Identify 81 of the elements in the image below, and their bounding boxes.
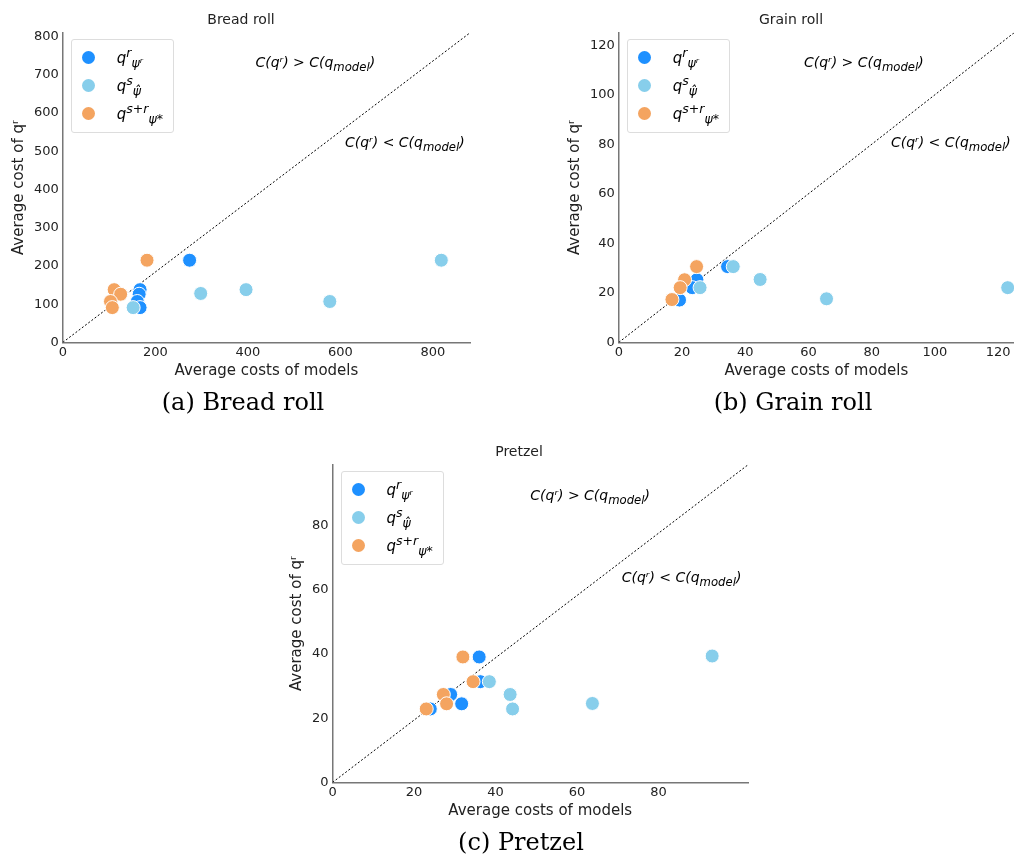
point bbox=[471, 649, 487, 665]
annotation: C(qʳ) < C(q$_{model}$) bbox=[621, 569, 742, 590]
text: (c) Pretzel bbox=[457, 828, 585, 856]
y-tick-label: 400 bbox=[33, 180, 59, 196]
annotation: C(qʳ) > C(q$_{model}$) bbox=[255, 53, 376, 74]
point bbox=[692, 280, 708, 296]
x-tick-label: 20 bbox=[405, 783, 423, 799]
y-tick-label: 300 bbox=[33, 219, 59, 235]
point bbox=[502, 687, 518, 702]
point bbox=[752, 271, 768, 287]
point bbox=[689, 259, 705, 275]
x-tick-label: 40 bbox=[487, 783, 504, 799]
y-tick-label: 0 bbox=[606, 333, 615, 349]
point bbox=[455, 649, 471, 665]
x-axis-title: Average costs of models bbox=[448, 800, 633, 819]
y-tick-label: 500 bbox=[33, 142, 59, 158]
x-tick-label: 800 bbox=[420, 343, 446, 359]
x-tick-label: 80 bbox=[863, 343, 881, 359]
y-tick-label: 200 bbox=[33, 257, 59, 273]
annotation: C(qʳ) > C(q$_{model}$) bbox=[803, 53, 924, 74]
point bbox=[664, 292, 680, 308]
x-axis-title: Average costs of models bbox=[174, 360, 359, 379]
y-tick-label: 0 bbox=[50, 333, 59, 349]
point bbox=[481, 674, 497, 690]
x-tick-label: 100 bbox=[922, 343, 948, 359]
x-tick-label: 40 bbox=[737, 343, 754, 359]
y-axis-title: Average cost of qʳ bbox=[8, 120, 27, 256]
x-tick-label: 120 bbox=[985, 343, 1011, 359]
y-tick-label: 700 bbox=[33, 66, 59, 82]
text: (b) Grain roll bbox=[712, 388, 874, 416]
x-tick-label: 80 bbox=[650, 783, 667, 799]
y-tick-label: 100 bbox=[589, 86, 615, 102]
x-tick-label: 20 bbox=[673, 343, 691, 359]
y-tick-label: 800 bbox=[33, 28, 59, 43]
y-tick-label: 40 bbox=[312, 645, 329, 661]
annotation: C(qʳ) > C(q$_{model}$) bbox=[530, 486, 650, 507]
point bbox=[125, 300, 141, 316]
point bbox=[238, 282, 254, 298]
point bbox=[322, 294, 338, 309]
y-tick-label: 60 bbox=[598, 185, 615, 201]
point bbox=[113, 286, 129, 302]
point bbox=[454, 696, 470, 712]
point bbox=[193, 285, 209, 301]
point bbox=[139, 252, 155, 268]
annotation: C(qʳ) < C(q$_{model}$) bbox=[890, 134, 1011, 155]
y-axis-title: Average cost of qʳ bbox=[564, 120, 583, 256]
text: (a) Bread roll bbox=[160, 388, 326, 416]
y-tick-label: 600 bbox=[33, 104, 59, 120]
y-axis-title: Average cost of qʳ bbox=[286, 556, 305, 692]
x-tick-label: 600 bbox=[328, 343, 353, 359]
chart-title: Grain roll bbox=[758, 11, 824, 28]
y-tick-label: 40 bbox=[598, 234, 615, 250]
y-tick-label: 80 bbox=[598, 135, 615, 151]
y-tick-label: 80 bbox=[312, 517, 329, 533]
chart-title: Bread roll bbox=[207, 11, 275, 28]
point bbox=[505, 701, 521, 717]
y-tick-label: 60 bbox=[312, 581, 329, 597]
y-tick-label: 20 bbox=[598, 284, 615, 300]
point bbox=[465, 674, 481, 690]
chart-title: Pretzel bbox=[495, 443, 543, 460]
point bbox=[584, 695, 600, 711]
y-tick-label: 120 bbox=[589, 36, 615, 52]
point bbox=[672, 280, 688, 296]
point bbox=[433, 252, 449, 268]
y-tick-label: 0 bbox=[320, 773, 329, 789]
point bbox=[725, 259, 741, 275]
x-tick-label: 400 bbox=[235, 343, 261, 359]
point bbox=[439, 696, 455, 712]
point bbox=[418, 701, 434, 717]
x-tick-label: 60 bbox=[568, 783, 586, 799]
point bbox=[104, 300, 120, 316]
y-tick-label: 20 bbox=[312, 709, 329, 725]
y-tick-label: 100 bbox=[33, 295, 59, 311]
x-tick-label: 60 bbox=[800, 343, 817, 359]
point bbox=[819, 291, 835, 307]
x-tick-label: 200 bbox=[142, 343, 168, 359]
point bbox=[1000, 280, 1014, 296]
annotation: C(qʳ) < C(q$_{model}$) bbox=[344, 134, 465, 155]
point bbox=[704, 648, 720, 664]
point bbox=[182, 252, 198, 268]
x-axis-title: Average costs of models bbox=[724, 360, 909, 379]
